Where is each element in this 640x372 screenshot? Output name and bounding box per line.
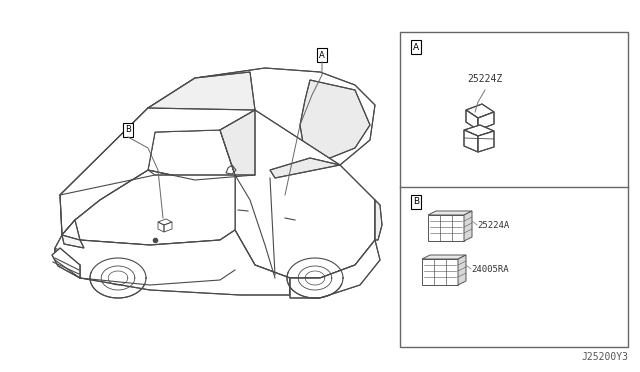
Polygon shape (466, 110, 478, 130)
Polygon shape (375, 200, 382, 240)
Polygon shape (55, 220, 290, 295)
Polygon shape (135, 68, 375, 180)
Polygon shape (466, 104, 494, 118)
Polygon shape (220, 110, 375, 278)
Polygon shape (60, 108, 155, 235)
Polygon shape (148, 72, 255, 132)
Polygon shape (52, 248, 80, 278)
Text: B: B (125, 125, 131, 135)
Polygon shape (464, 130, 478, 152)
Polygon shape (458, 255, 466, 285)
Polygon shape (428, 211, 472, 215)
Polygon shape (464, 125, 494, 136)
Text: J25200Y3: J25200Y3 (581, 352, 628, 362)
Polygon shape (478, 112, 494, 130)
Polygon shape (60, 108, 255, 245)
Polygon shape (270, 158, 340, 178)
Polygon shape (464, 211, 472, 241)
Polygon shape (422, 259, 458, 285)
Polygon shape (300, 80, 370, 158)
Text: 25224Z: 25224Z (467, 74, 502, 84)
Text: A: A (413, 42, 419, 51)
Polygon shape (220, 110, 255, 175)
Polygon shape (290, 240, 380, 298)
Polygon shape (428, 215, 464, 241)
Polygon shape (478, 131, 494, 152)
Text: 25224A: 25224A (477, 221, 509, 230)
Polygon shape (62, 235, 84, 248)
Bar (400, 32, 628, 347)
Text: B: B (413, 198, 419, 206)
Text: A: A (319, 51, 325, 60)
Polygon shape (422, 255, 466, 259)
Text: 24005RA: 24005RA (471, 264, 509, 273)
